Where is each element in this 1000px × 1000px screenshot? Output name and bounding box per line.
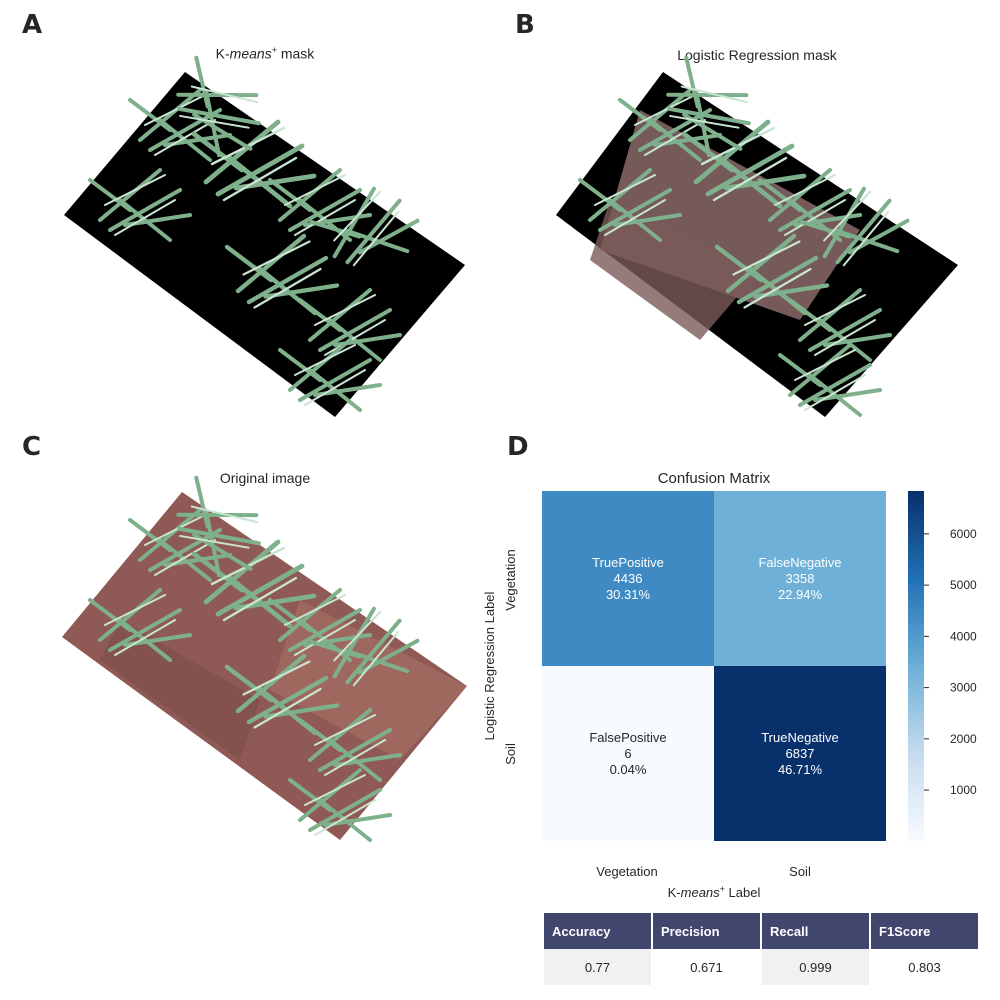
cell-label-falsepositive-name: FalsePositive (589, 730, 666, 745)
cell-label-falsepositive-count: 6 (624, 746, 631, 761)
cell-label-falsenegative-pct: 22.94% (778, 587, 823, 602)
colorbar (908, 491, 924, 841)
panel-d-label: D (507, 432, 529, 462)
col-tick-soil: Soil (789, 864, 811, 879)
kmeans-mask-image (64, 48, 465, 417)
cell-label-falsenegative-name: FalseNegative (758, 555, 841, 570)
colorbar-ticks: 1000 2000 3000 4000 5000 6000 (924, 527, 977, 797)
metrics-table: Accuracy Precision Recall F1Score 0.77 0… (542, 913, 980, 985)
original-image (62, 468, 467, 842)
colorbar-tick-label: 1000 (950, 783, 977, 797)
cell-label-truenegative-count: 6837 (786, 746, 815, 761)
heatmap-cell-truenegative (714, 666, 886, 841)
heatmap-cell-falsenegative (714, 491, 886, 666)
heatmap-cell-falsepositive (542, 666, 714, 841)
value-f1score: 0.803 (908, 959, 941, 975)
y-axis-label: Logistic Regression Label (482, 591, 497, 740)
row-tick-vegetation: Vegetation (503, 549, 518, 610)
panel-a-title: K-means+ mask (215, 45, 315, 62)
panel-c-title: Original image (219, 470, 311, 486)
colorbar-tick-label: 2000 (950, 732, 977, 746)
panel-b-label: B (515, 10, 535, 40)
chart-title: Confusion Matrix (658, 470, 771, 487)
cell-label-falsepositive-pct: 0.04% (610, 762, 647, 777)
col-tick-vegetation: Vegetation (596, 864, 657, 879)
cell-label-falsenegative-count: 3358 (786, 571, 815, 586)
header-f1score: F1Score (871, 913, 978, 949)
colorbar-tick-label: 6000 (950, 527, 977, 541)
metrics-value-row: 0.77 0.671 0.999 0.803 (544, 949, 978, 985)
panel-c-label: C (22, 432, 42, 462)
x-axis-label: K-means+ Label (668, 884, 761, 900)
row-tick-soil: Soil (503, 743, 518, 765)
value-accuracy: 0.77 (544, 949, 651, 985)
cell-label-truepositive-name: TruePositive (592, 555, 664, 570)
header-recall: Recall (762, 913, 869, 949)
colorbar-tick-label: 4000 (950, 629, 977, 643)
colorbar-tick-label: 5000 (950, 578, 977, 592)
header-precision: Precision (653, 913, 760, 949)
panel-b-title: Logistic Regression mask (677, 47, 837, 63)
cell-label-truenegative-pct: 46.71% (778, 762, 823, 777)
colorbar-tick-label: 3000 (950, 681, 977, 695)
cell-label-truepositive-count: 4436 (614, 571, 643, 586)
cell-label-truenegative-name: TrueNegative (761, 730, 839, 745)
value-precision: 0.671 (690, 959, 723, 975)
heatmap-cell-truepositive (542, 491, 714, 666)
cell-label-truepositive-pct: 30.31% (606, 587, 651, 602)
header-accuracy: Accuracy (544, 913, 651, 949)
panel-a-label: A (22, 10, 43, 40)
metrics-header-row: Accuracy Precision Recall F1Score (544, 913, 978, 949)
value-recall: 0.999 (762, 949, 869, 985)
logreg-mask-image (556, 48, 958, 417)
